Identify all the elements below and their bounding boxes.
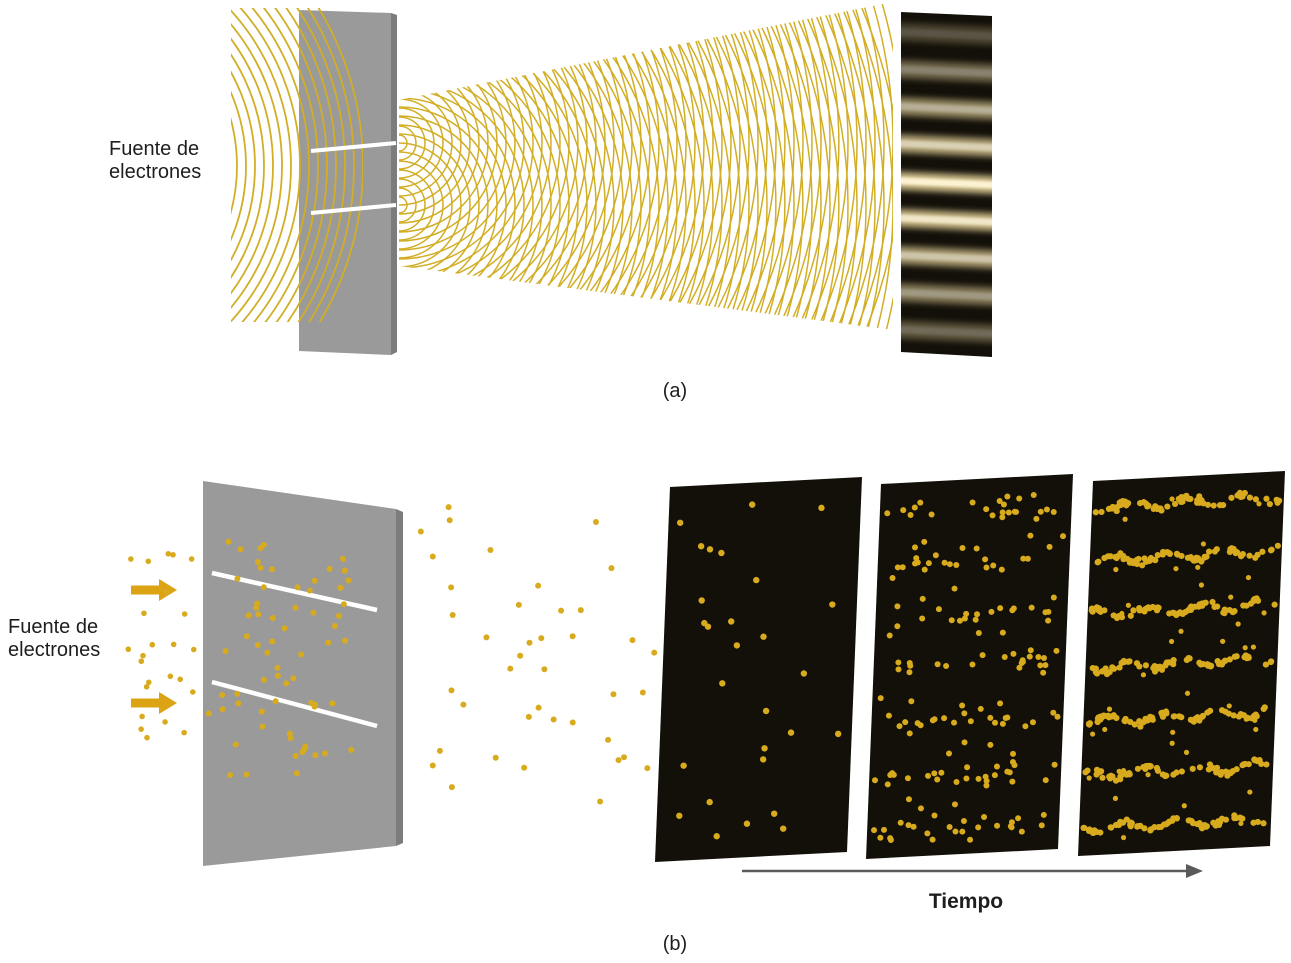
electron-source-label-b: Fuente de electrones — [8, 616, 100, 662]
slit-a-top — [310, 141, 397, 153]
barrier-b — [203, 481, 396, 866]
panel-b — [125, 471, 1285, 878]
electron-dots-transit — [417, 504, 658, 805]
interference-wavefronts — [399, 2, 893, 330]
time-label: Tiempo — [928, 890, 1004, 913]
screen2-dots — [871, 491, 1067, 843]
screen1-dots — [676, 501, 842, 840]
detector-screen-1 — [655, 477, 862, 862]
time-axis-arrowhead — [1186, 864, 1203, 878]
detector-screen-2 — [866, 474, 1073, 859]
electron-source-label-b-line2: electrones — [8, 639, 101, 661]
screen3-dots — [1080, 489, 1283, 841]
barrier-a-edge — [391, 13, 397, 355]
electron-source-label-a-line1: Fuente de — [109, 138, 200, 160]
interference-fringes — [901, 22, 992, 343]
caption-b: (b) — [662, 933, 688, 955]
panel-a — [231, 2, 992, 357]
electron-source-label-a: Fuente de electrones — [109, 138, 201, 184]
detector-screen-3 — [1078, 471, 1285, 856]
barrier-b-edge — [396, 509, 403, 846]
caption-a: (a) — [662, 380, 688, 402]
slit-b-bottom — [211, 679, 378, 729]
beam-arrow — [131, 579, 177, 601]
electron-dots-source — [125, 538, 355, 778]
electron-source-label-a-line2: electrones — [109, 161, 202, 183]
incoming-wavefronts — [231, 8, 363, 322]
beam-arrow — [131, 692, 177, 714]
electron-source-label-b-line1: Fuente de — [8, 616, 99, 638]
slit-a-bottom — [310, 203, 397, 215]
